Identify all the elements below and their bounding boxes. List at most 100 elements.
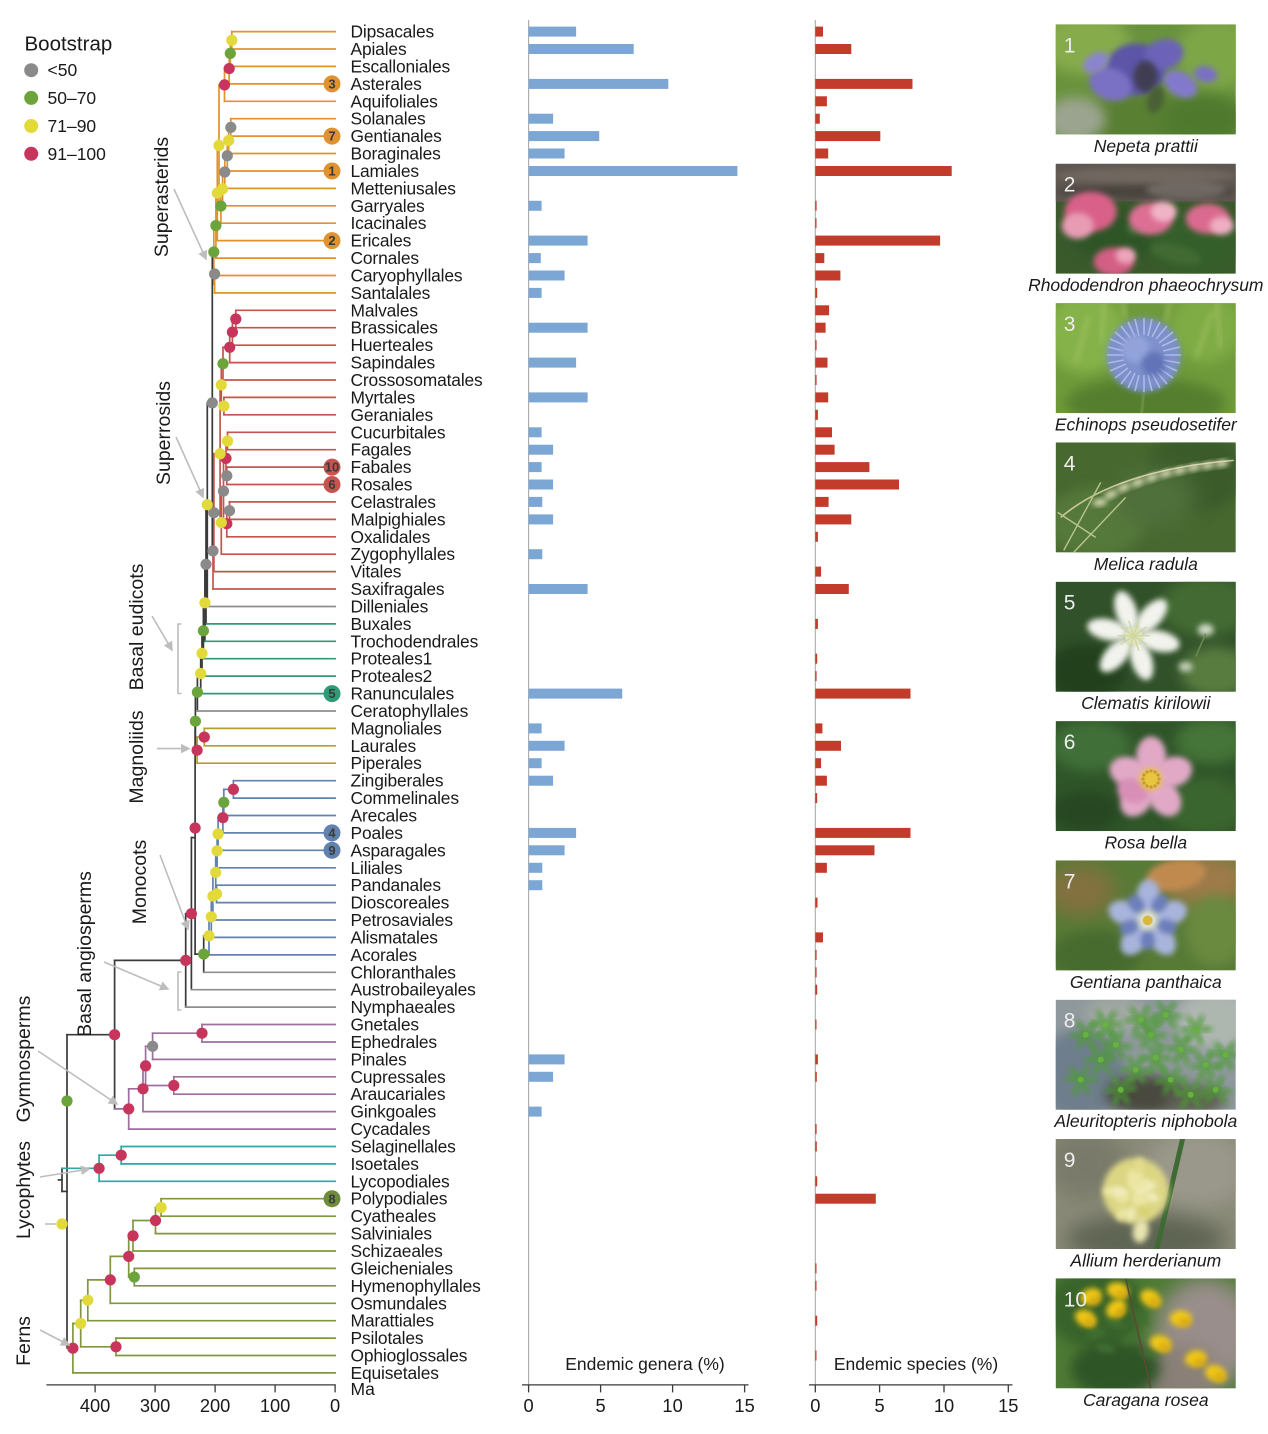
svg-text:Santalales: Santalales xyxy=(351,283,431,303)
svg-text:Nepeta prattii: Nepeta prattii xyxy=(1094,136,1199,156)
svg-text:Laurales: Laurales xyxy=(351,736,417,756)
svg-text:Magnoliales: Magnoliales xyxy=(351,718,443,738)
svg-text:Proteales2: Proteales2 xyxy=(351,666,433,686)
svg-text:Gentianales: Gentianales xyxy=(351,126,443,146)
svg-text:5: 5 xyxy=(328,686,335,701)
svg-text:Chloranthales: Chloranthales xyxy=(351,962,457,982)
svg-text:91–100: 91–100 xyxy=(48,144,107,164)
svg-text:10: 10 xyxy=(325,460,339,475)
svg-text:Fagales: Fagales xyxy=(351,440,412,460)
svg-text:5: 5 xyxy=(596,1395,606,1416)
svg-text:<50: <50 xyxy=(48,60,78,80)
svg-text:Dipsacales: Dipsacales xyxy=(351,22,435,42)
svg-text:10: 10 xyxy=(1064,1288,1087,1311)
svg-text:Gymnosperms: Gymnosperms xyxy=(13,995,35,1122)
svg-text:Bootstrap: Bootstrap xyxy=(25,33,113,56)
svg-text:Trochodendrales: Trochodendrales xyxy=(351,631,479,651)
svg-text:Isoetales: Isoetales xyxy=(351,1154,420,1174)
svg-text:200: 200 xyxy=(200,1395,231,1416)
svg-text:Acorales: Acorales xyxy=(351,945,418,965)
svg-text:Myrtales: Myrtales xyxy=(351,387,416,407)
svg-text:Brassicales: Brassicales xyxy=(351,318,439,338)
svg-text:Hymenophyllales: Hymenophyllales xyxy=(351,1276,482,1296)
svg-text:Ginkgoales: Ginkgoales xyxy=(351,1102,437,1122)
svg-text:Vitales: Vitales xyxy=(351,562,402,582)
svg-text:8: 8 xyxy=(328,1191,335,1206)
svg-text:Basal angiosperms: Basal angiosperms xyxy=(74,871,96,1037)
svg-text:Icacinales: Icacinales xyxy=(351,213,427,233)
svg-text:Schizaeales: Schizaeales xyxy=(351,1241,444,1261)
svg-text:Ma: Ma xyxy=(351,1379,376,1399)
svg-text:Rosales: Rosales xyxy=(351,475,413,495)
svg-text:Piperales: Piperales xyxy=(351,753,423,773)
svg-text:Allium herderianum: Allium herderianum xyxy=(1069,1251,1221,1271)
svg-text:Apiales: Apiales xyxy=(351,39,407,59)
svg-text:Psilotales: Psilotales xyxy=(351,1328,424,1348)
svg-text:Pandanales: Pandanales xyxy=(351,875,442,895)
svg-text:Echinops pseudosetifer: Echinops pseudosetifer xyxy=(1055,415,1238,435)
svg-text:7: 7 xyxy=(328,129,335,144)
svg-text:Ephedrales: Ephedrales xyxy=(351,1032,438,1052)
svg-text:Araucariales: Araucariales xyxy=(351,1084,446,1104)
svg-text:Saxifragales: Saxifragales xyxy=(351,579,445,599)
svg-text:10: 10 xyxy=(934,1395,954,1416)
svg-text:Ericales: Ericales xyxy=(351,231,412,251)
svg-text:Marattiales: Marattiales xyxy=(351,1311,435,1331)
svg-text:Cucurbitales: Cucurbitales xyxy=(351,422,446,442)
svg-text:400: 400 xyxy=(80,1395,111,1416)
svg-text:Osmundales: Osmundales xyxy=(351,1293,448,1313)
svg-text:Magnoliids: Magnoliids xyxy=(126,710,148,803)
svg-text:2: 2 xyxy=(1064,174,1076,197)
svg-text:4: 4 xyxy=(1064,452,1076,475)
svg-text:Geraniales: Geraniales xyxy=(351,405,434,425)
svg-text:Superrosids: Superrosids xyxy=(153,381,175,485)
svg-text:8: 8 xyxy=(1064,1010,1076,1033)
svg-text:71–90: 71–90 xyxy=(48,116,97,136)
svg-text:Huerteales: Huerteales xyxy=(351,335,434,355)
svg-text:Caragana rosea: Caragana rosea xyxy=(1083,1390,1209,1410)
svg-text:Asterales: Asterales xyxy=(351,74,423,94)
svg-text:Ceratophyllales: Ceratophyllales xyxy=(351,701,469,721)
svg-text:Garryales: Garryales xyxy=(351,196,425,216)
svg-text:Lamiales: Lamiales xyxy=(351,161,420,181)
svg-text:Clematis kirilowii: Clematis kirilowii xyxy=(1081,693,1211,713)
svg-text:Austrobaileyales: Austrobaileyales xyxy=(351,980,477,1000)
svg-text:Asparagales: Asparagales xyxy=(351,840,446,860)
svg-text:Dilleniales: Dilleniales xyxy=(351,597,429,617)
svg-text:Zingiberales: Zingiberales xyxy=(351,771,444,791)
svg-text:Oxalidales: Oxalidales xyxy=(351,527,431,547)
svg-text:Melica radula: Melica radula xyxy=(1094,554,1198,574)
svg-text:1: 1 xyxy=(328,164,335,179)
svg-text:Escalloniales: Escalloniales xyxy=(351,56,451,76)
svg-text:Arecales: Arecales xyxy=(351,806,418,826)
svg-text:Ranunculales: Ranunculales xyxy=(351,684,455,704)
svg-text:Celastrales: Celastrales xyxy=(351,492,437,512)
svg-text:Malvales: Malvales xyxy=(351,300,419,320)
svg-text:50–70: 50–70 xyxy=(48,88,97,108)
svg-text:5: 5 xyxy=(1064,592,1076,615)
svg-text:100: 100 xyxy=(260,1395,291,1416)
svg-text:Gleicheniales: Gleicheniales xyxy=(351,1258,454,1278)
svg-text:Ophioglossales: Ophioglossales xyxy=(351,1346,468,1366)
svg-text:Zygophyllales: Zygophyllales xyxy=(351,544,456,564)
svg-text:Polypodiales: Polypodiales xyxy=(351,1189,448,1209)
svg-text:Gentiana panthaica: Gentiana panthaica xyxy=(1070,972,1222,992)
svg-text:Solanales: Solanales xyxy=(351,109,426,129)
svg-text:Superasterids: Superasterids xyxy=(151,137,173,258)
svg-text:Salviniales: Salviniales xyxy=(351,1224,433,1244)
svg-text:Gnetales: Gnetales xyxy=(351,1015,420,1035)
svg-text:Cornales: Cornales xyxy=(351,248,420,268)
svg-text:Crossosomatales: Crossosomatales xyxy=(351,370,484,390)
svg-text:Monocots: Monocots xyxy=(129,839,151,924)
svg-text:3: 3 xyxy=(1064,313,1076,336)
svg-text:Endemic species (%): Endemic species (%) xyxy=(834,1354,998,1374)
svg-text:Cycadales: Cycadales xyxy=(351,1119,431,1139)
svg-text:300: 300 xyxy=(140,1395,171,1416)
svg-text:Boraginales: Boraginales xyxy=(351,144,442,164)
svg-text:Rosa bella: Rosa bella xyxy=(1104,833,1187,853)
svg-text:Endemic genera (%): Endemic genera (%) xyxy=(565,1354,725,1374)
svg-text:Alismatales: Alismatales xyxy=(351,927,439,947)
svg-text:Lycopodiales: Lycopodiales xyxy=(351,1171,451,1191)
svg-text:Proteales1: Proteales1 xyxy=(351,649,433,669)
svg-text:Petrosaviales: Petrosaviales xyxy=(351,910,454,930)
